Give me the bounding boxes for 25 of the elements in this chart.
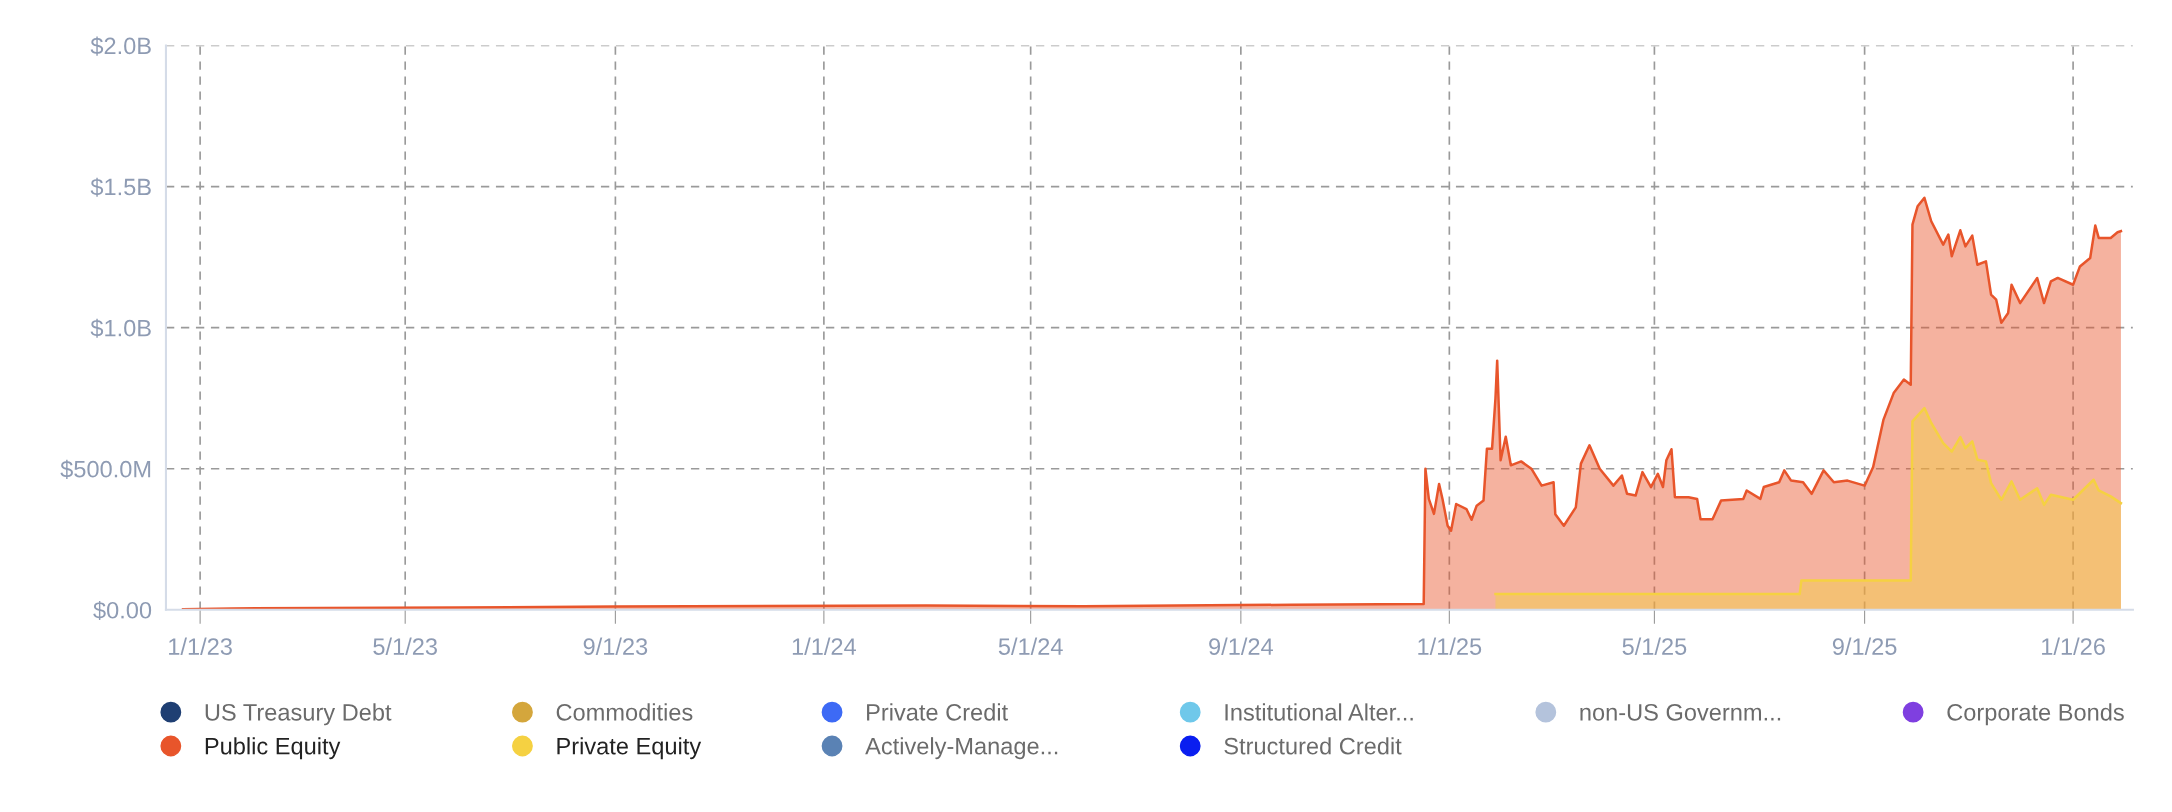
legend-label: Commodities [556,703,693,721]
x-tick-label: 5/1/23 [373,637,437,655]
x-tick-label: 1/1/25 [1418,637,1482,655]
x-tick-label: 9/1/24 [1209,637,1273,655]
legend-label: Corporate Bonds [1947,703,2124,726]
legend-label: non-US Governm... [1580,703,1781,721]
y-tick-label: $2.0B [90,36,151,56]
legend-label: Private Credit [867,703,1008,721]
y-tick-label: $500.0M [60,459,151,479]
legend-label: US Treasury Debt [205,703,392,726]
x-tick-label: 1/1/24 [792,637,857,655]
y-tick-label: $1.5B [90,177,151,197]
x-tick-label: 5/1/24 [998,637,1063,655]
x-tick-label: 1/1/23 [169,637,232,655]
x-tick-label: 5/1/25 [1622,637,1687,655]
legend-label: Private Equity [557,737,702,760]
legend-label: Actively-Manage... [865,737,1058,760]
y-tick-label: $0.00 [93,600,152,621]
x-tick-label: 9/1/23 [583,637,648,655]
legend-label: Structured Credit [1224,737,1402,755]
y-tick-label: $1.0B [90,318,151,338]
legend-label: Institutional Alter... [1225,703,1413,721]
x-tick-label: 9/1/25 [1832,637,1897,655]
legend-label: Public Equity [205,737,341,760]
x-tick-label: 1/1/26 [2042,637,2105,655]
